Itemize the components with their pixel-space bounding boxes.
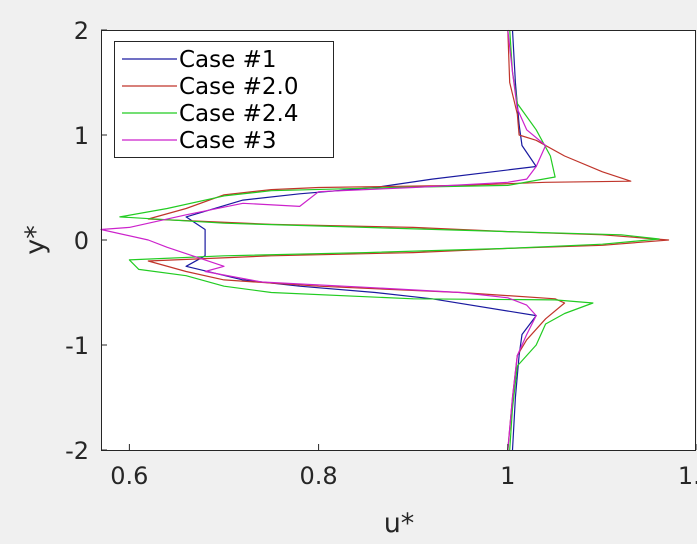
y-tick-label: -1 xyxy=(65,332,89,360)
series-line-1 xyxy=(185,29,537,451)
y-axis-label: y* xyxy=(20,225,51,254)
x-tick-label: 1 xyxy=(500,462,515,490)
y-tick-label: 1 xyxy=(74,122,89,150)
x-tick-label: 1.2 xyxy=(678,462,697,490)
legend-label: Case #2.0 xyxy=(179,74,298,100)
y-tick-label: -2 xyxy=(65,437,89,465)
legend-box xyxy=(114,41,334,158)
series-line-3 xyxy=(119,29,660,451)
x-tick-label: 0.8 xyxy=(300,462,338,490)
x-axis-label: u* xyxy=(384,508,415,539)
y-ticks: -2 -1 0 1 2 xyxy=(65,17,107,465)
x-tick-label: 0.6 xyxy=(110,462,148,490)
y-tick-label: 2 xyxy=(74,17,89,45)
legend-label: Case #1 xyxy=(179,47,277,73)
legend-label: Case #2.4 xyxy=(179,101,298,127)
legend-label: Case #3 xyxy=(179,128,277,154)
y-tick-label: 0 xyxy=(74,227,89,255)
x-ticks: 0.6 0.8 1 1.2 xyxy=(110,444,697,490)
